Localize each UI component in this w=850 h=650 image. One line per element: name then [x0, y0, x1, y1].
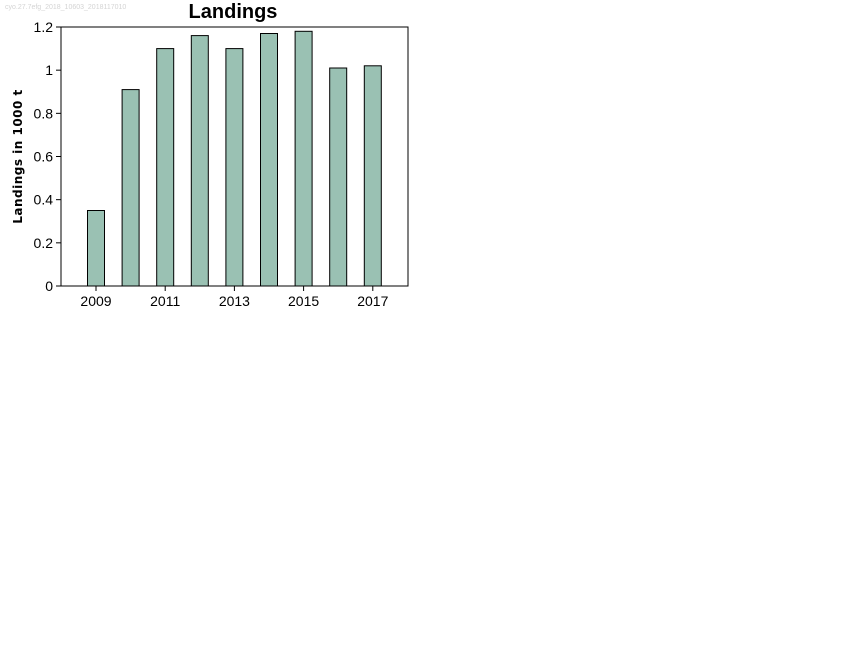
bar-2017	[363, 65, 382, 287]
y-tick-label: 0.8	[34, 105, 54, 121]
y-axis: 0 0.2 0.4 0.6 0.8 1 1.2	[34, 19, 61, 294]
y-tick-label: 1.2	[34, 19, 54, 35]
chart-title: Landings	[189, 1, 278, 23]
watermark-text: cyo.27.7efg_2018_10603_2018117010	[5, 4, 127, 11]
y-tick-label: 0.2	[34, 235, 54, 251]
bar-2014	[260, 33, 278, 287]
x-tick-label: 2015	[288, 293, 319, 309]
bar-2013	[225, 48, 244, 287]
y-tick-label: 0.6	[34, 149, 54, 165]
y-axis-label: Landings in 1000 t	[11, 89, 25, 224]
bar-2016	[329, 67, 348, 287]
y-tick-label: 1	[45, 62, 53, 78]
x-tick-label: 2017	[357, 293, 388, 309]
bar-2010	[121, 89, 140, 287]
x-tick-label: 2009	[80, 293, 111, 309]
y-tick-label: 0.4	[34, 192, 54, 208]
x-tick-label: 2011	[150, 293, 180, 309]
bars-group	[87, 30, 382, 287]
bar-2012	[190, 35, 209, 287]
bar-2011	[156, 48, 175, 287]
y-tick-label: 0	[45, 278, 53, 294]
x-axis: 2009 2011 2013 2015 2017	[80, 286, 389, 309]
x-tick-label: 2013	[219, 293, 250, 309]
bar-2015	[294, 30, 313, 287]
bar-2009	[87, 210, 105, 287]
plot-frame	[60, 26, 409, 287]
